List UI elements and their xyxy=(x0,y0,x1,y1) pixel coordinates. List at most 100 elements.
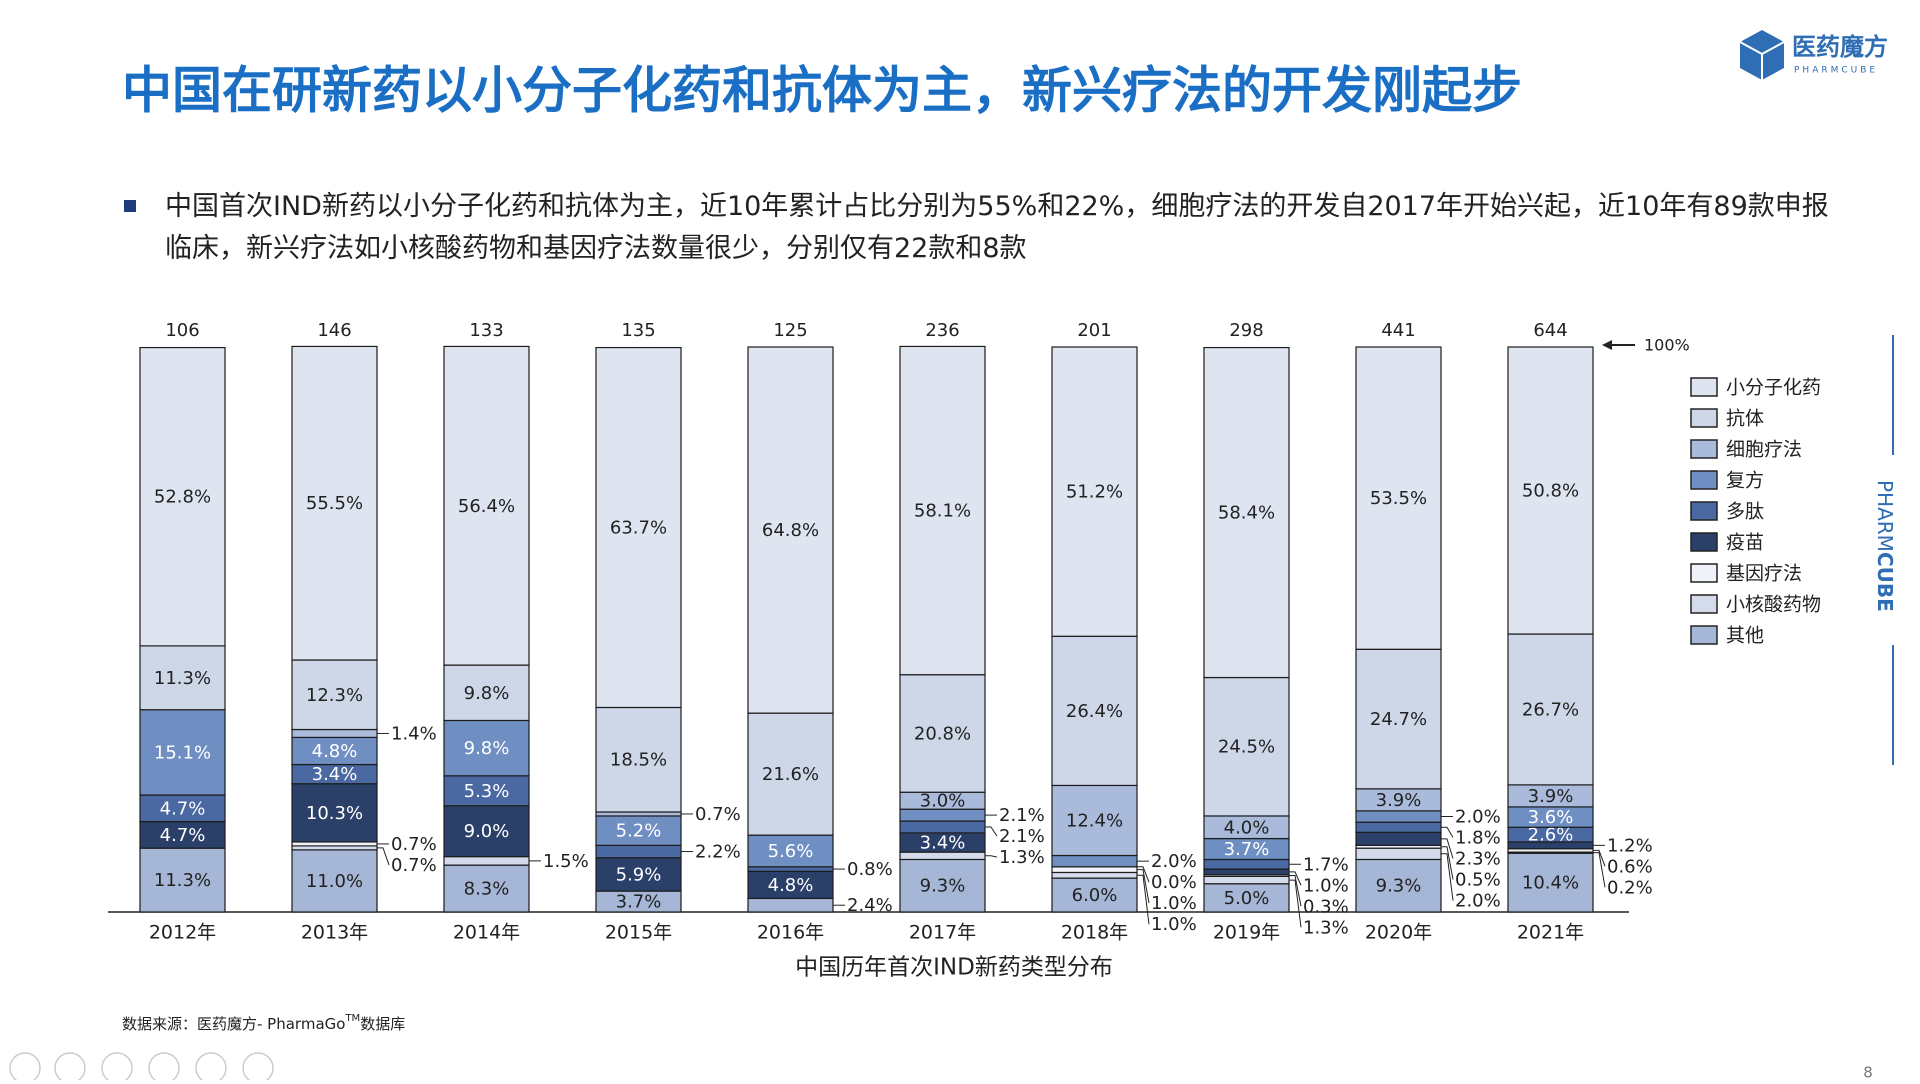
value-label: 0.0% xyxy=(1151,872,1197,893)
value-label: 1.8% xyxy=(1455,828,1501,849)
total-label: 644 xyxy=(1533,320,1567,341)
bar-segment xyxy=(443,775,530,807)
bar-segment xyxy=(747,712,834,836)
x-tick-label: 2013年 xyxy=(301,922,368,944)
value-label: 2.3% xyxy=(1455,849,1501,870)
bar-segment xyxy=(139,709,226,796)
nav-controls[interactable] xyxy=(9,1052,274,1084)
bar-segment xyxy=(899,820,986,834)
value-label: 53.5% xyxy=(1370,488,1427,509)
leader-line xyxy=(1441,846,1454,880)
value-label: 3.4% xyxy=(312,764,358,785)
value-label: 11.3% xyxy=(154,870,211,891)
annotation-arrowhead xyxy=(1602,340,1612,350)
leader-line xyxy=(1137,874,1150,925)
value-label: 0.7% xyxy=(695,804,741,825)
value-label: 24.5% xyxy=(1218,737,1275,758)
value-label: 0.5% xyxy=(1455,870,1501,891)
value-label: 58.4% xyxy=(1218,503,1275,524)
chart: 11.3% 4.7% 4.7% 15.1% 11.3% 52.8% 106 2012年 11.0… xyxy=(108,320,1821,981)
value-label: 0.6% xyxy=(1607,856,1653,877)
bar-segment xyxy=(1355,858,1442,913)
value-label: 10.3% xyxy=(306,803,363,824)
value-label: 1.0% xyxy=(1151,914,1197,935)
bar-segment xyxy=(1355,831,1442,846)
value-label: 2.2% xyxy=(695,842,741,863)
bar-segment xyxy=(899,345,986,676)
bar-segment xyxy=(747,897,834,913)
bar-segment xyxy=(1203,858,1290,870)
value-label: 15.1% xyxy=(154,742,211,763)
bar-segment xyxy=(291,849,378,913)
value-label: 8.3% xyxy=(464,879,510,900)
bar-segment xyxy=(1507,633,1594,786)
legend-label: 基因疗法 xyxy=(1726,563,1802,585)
bar-segment xyxy=(139,346,226,647)
legend-swatch xyxy=(1690,594,1718,614)
value-label: 1.0% xyxy=(1303,875,1349,896)
value-label: 4.8% xyxy=(768,875,814,896)
value-label: 6.0% xyxy=(1072,885,1118,906)
x-tick-label: 2019年 xyxy=(1213,922,1280,944)
side-brand-a: PHARM xyxy=(1874,480,1898,552)
bar-segment xyxy=(139,820,226,849)
logo-name: 医药魔方 xyxy=(1792,33,1888,61)
value-label: 3.4% xyxy=(920,833,966,854)
value-label: 11.3% xyxy=(154,668,211,689)
value-label: 1.7% xyxy=(1303,854,1349,875)
legend-swatch xyxy=(1690,532,1718,552)
value-label: 3.0% xyxy=(920,791,966,812)
value-label: 5.6% xyxy=(768,841,814,862)
total-label: 236 xyxy=(925,320,959,341)
legend-swatch xyxy=(1690,470,1718,490)
legend-swatch xyxy=(1690,625,1718,645)
value-label: 2.0% xyxy=(1455,807,1501,828)
bar-segment xyxy=(443,864,530,913)
value-label: 4.7% xyxy=(160,798,206,819)
value-label: 4.7% xyxy=(160,825,206,846)
bar-segment xyxy=(747,346,834,714)
total-label: 133 xyxy=(469,320,503,341)
legend-swatch xyxy=(1690,408,1718,428)
legend-label: 复方 xyxy=(1726,470,1764,492)
leader-line xyxy=(1593,849,1606,867)
value-label: 11.0% xyxy=(306,871,363,892)
bar-segment xyxy=(595,857,682,892)
bar-segment xyxy=(1051,784,1138,857)
value-label: 10.4% xyxy=(1522,873,1579,894)
bar-segment xyxy=(595,844,682,859)
bar-segment xyxy=(291,728,378,739)
x-tick-label: 2015年 xyxy=(605,922,672,944)
source: 数据来源：医药魔方- PharmaGoTM数据库 xyxy=(122,1013,405,1033)
leader-line xyxy=(1441,826,1454,838)
leader-line xyxy=(1137,869,1150,904)
value-label: 51.2% xyxy=(1066,482,1123,503)
value-label: 5.9% xyxy=(616,864,662,885)
value-label: 2.0% xyxy=(1455,891,1501,912)
leader-line xyxy=(1137,866,1150,883)
bar-segment xyxy=(1203,875,1290,885)
annotation: 100% xyxy=(1644,336,1690,355)
value-label: 5.0% xyxy=(1224,888,1270,909)
value-label: 0.7% xyxy=(391,855,437,876)
bar-segment xyxy=(1203,676,1290,817)
total-label: 298 xyxy=(1229,320,1263,341)
bar-segment xyxy=(1507,346,1594,635)
bar-segment xyxy=(595,815,682,846)
bar-segment xyxy=(443,805,530,858)
value-label: 3.7% xyxy=(1224,839,1270,860)
value-label: 21.6% xyxy=(762,764,819,785)
value-label: 52.8% xyxy=(154,487,211,508)
value-label: 9.8% xyxy=(464,683,510,704)
bar-segment xyxy=(1355,821,1442,833)
value-label: 1.5% xyxy=(543,851,589,872)
bar-segment xyxy=(443,719,530,777)
legend-label: 多肽 xyxy=(1726,501,1764,523)
value-label: 9.3% xyxy=(1376,876,1422,897)
bar-segment xyxy=(899,674,986,793)
page-number: 8 xyxy=(1863,1064,1873,1081)
leader-line xyxy=(1289,875,1302,907)
leader-line xyxy=(1593,852,1606,888)
bullet-box: 中国首次IND新药以小分子化药和抗体为主，近10年累计占比分别为55%和22%，… xyxy=(165,191,1829,264)
